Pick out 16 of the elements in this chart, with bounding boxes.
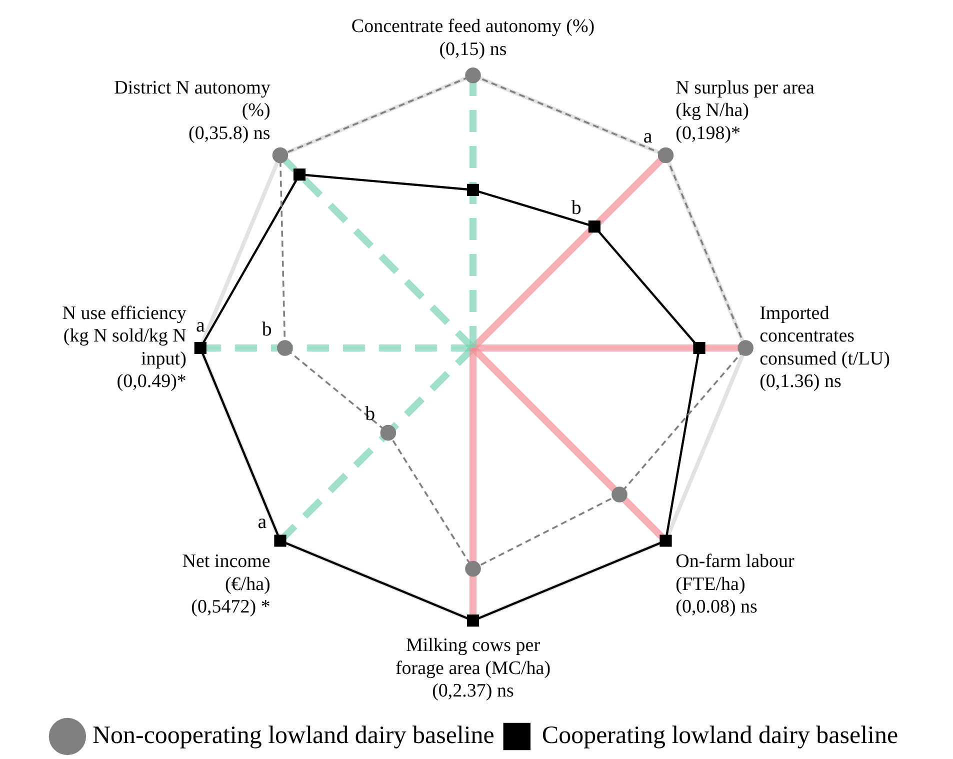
text: a <box>196 314 205 336</box>
spoke-label: Milking cows per forage area (MC/ha) (0,2.37) ns <box>395 634 551 702</box>
text: a <box>258 511 267 534</box>
legend-label: Non-cooperating lowland dairy baseline <box>92 722 494 750</box>
text: b <box>262 318 272 340</box>
spoke-label: Net income (€/ha) (0,5472) * <box>182 551 270 618</box>
text: b <box>365 403 376 426</box>
spoke-label: N use efficiency (kg N sold/kg N input) (0,0.49)* <box>62 302 187 392</box>
legend-label: Cooperating lowland dairy baseline <box>542 722 898 750</box>
spoke-label: Imported concentrates consumed (t/LU) (0,1.36) ns <box>760 302 890 392</box>
spoke-label: District N autonomy (%) (0,35.8) ns <box>114 77 271 144</box>
spoke-label: On-farm labour (FTE/ha) (0,0.08) ns <box>676 551 796 618</box>
text: a <box>643 125 652 148</box>
spoke-label: N surplus per area (kg N/ha) (0,198)* <box>676 77 815 144</box>
text: b <box>571 196 582 219</box>
spoke-label: Concentrate feed autonomy (%) (0,15) ns <box>351 16 595 60</box>
